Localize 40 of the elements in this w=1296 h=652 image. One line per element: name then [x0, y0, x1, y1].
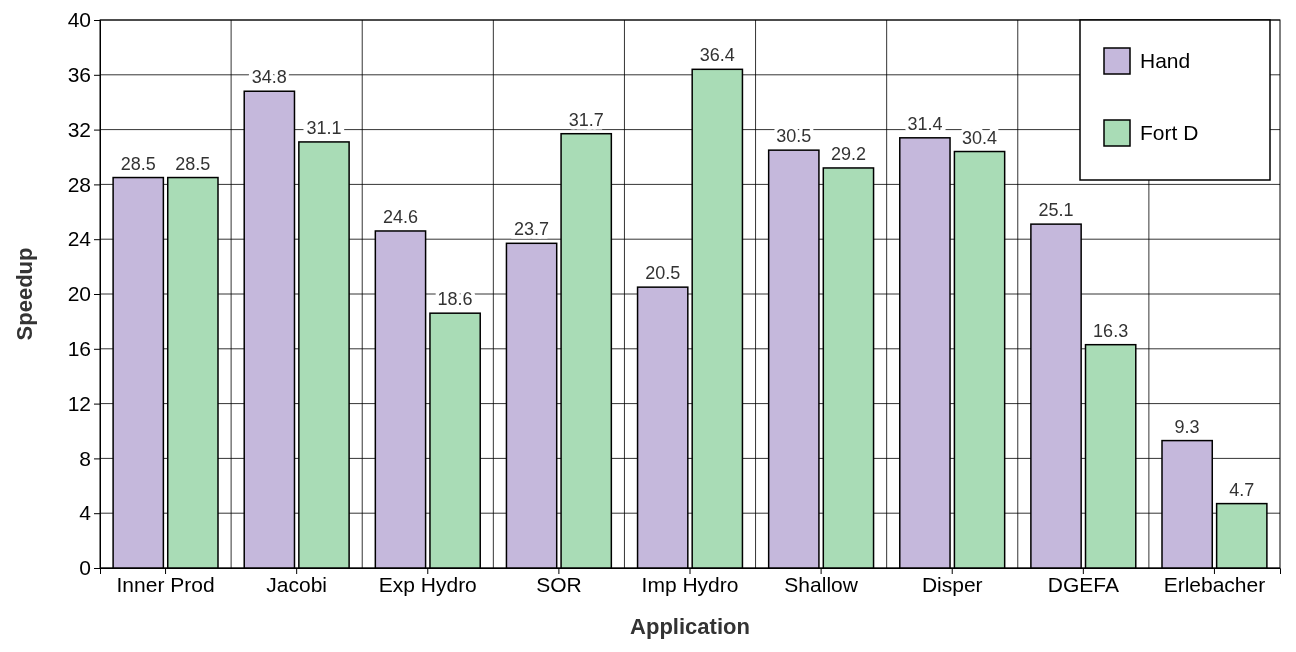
- x-tick-label: Exp Hydro: [378, 572, 477, 596]
- y-tick-label: 12: [67, 391, 91, 415]
- y-tick-label: 28: [67, 172, 91, 196]
- y-tick-label: 36: [67, 63, 91, 87]
- x-tick-label: SOR: [536, 572, 582, 596]
- data-label: 24.6: [382, 206, 418, 227]
- data-label: 31.4: [907, 113, 943, 134]
- x-tick-label: Disper: [921, 572, 983, 596]
- data-label: 29.2: [830, 143, 866, 164]
- y-tick-label: 32: [67, 117, 91, 141]
- data-label: 18.6: [437, 289, 473, 310]
- x-tick-label: Inner Prod: [116, 572, 215, 596]
- data-label: 4.7: [1229, 479, 1255, 500]
- x-tick-label: Erlebacher: [1163, 572, 1266, 596]
- y-axis-title: Speedup: [12, 247, 37, 341]
- data-label: 30.4: [962, 127, 998, 148]
- data-label: 16.3: [1093, 320, 1129, 341]
- data-label: 36.4: [699, 45, 735, 66]
- y-tick-label: 0: [79, 556, 91, 580]
- data-label: 28.5: [175, 153, 211, 174]
- y-tick-label: 24: [67, 227, 92, 251]
- data-label: 28.5: [120, 153, 156, 174]
- x-tick-label: Imp Hydro: [641, 572, 739, 596]
- x-tick-label: Jacobi: [266, 572, 328, 596]
- x-axis-title: Application: [630, 614, 750, 639]
- y-tick-label: 40: [67, 8, 91, 32]
- data-label: 25.1: [1038, 200, 1074, 221]
- legend-label: Fort D: [1140, 121, 1199, 144]
- y-tick-label: 8: [79, 446, 91, 470]
- data-label: 23.7: [514, 219, 550, 240]
- data-label: 20.5: [645, 263, 681, 284]
- data-label: 9.3: [1174, 416, 1200, 437]
- y-tick-label: 4: [79, 501, 92, 525]
- x-tick-label: Shallow: [784, 572, 859, 596]
- y-tick-label: 16: [67, 337, 91, 361]
- y-tick-label: 20: [67, 282, 91, 306]
- data-label: 31.7: [568, 109, 604, 130]
- legend-label: Hand: [1140, 49, 1191, 72]
- x-tick-label: DGEFA: [1047, 572, 1119, 596]
- data-label: 30.5: [776, 126, 812, 147]
